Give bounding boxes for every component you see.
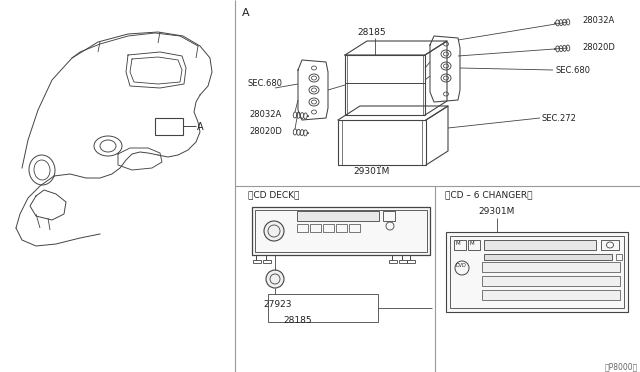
Ellipse shape [266,270,284,288]
Text: 28032A: 28032A [249,110,281,119]
Text: 28185: 28185 [283,316,312,325]
Bar [450,236,624,308]
Bar [482,276,620,286]
Bar [345,55,425,115]
Bar [252,207,430,255]
Bar [297,224,308,232]
Text: 28032A: 28032A [582,16,614,25]
Bar [383,211,395,221]
Bar [446,232,628,312]
Bar [323,224,334,232]
Bar [336,224,347,232]
Bar [399,260,407,263]
Text: SEC.272: SEC.272 [542,114,577,123]
Text: DVD: DVD [456,263,467,268]
Text: M: M [469,241,474,246]
Ellipse shape [264,221,284,241]
Text: 28020D: 28020D [582,43,615,52]
Bar [484,240,596,250]
Text: 29301M: 29301M [479,207,515,216]
Bar [407,260,415,263]
Text: 28185: 28185 [357,28,386,37]
Text: SEC.680: SEC.680 [248,80,283,89]
Text: A: A [197,122,204,132]
Bar [255,210,427,252]
Text: 27923: 27923 [263,300,291,309]
Bar [263,260,271,263]
Bar [484,254,612,260]
Bar [468,240,480,250]
Bar [616,254,622,260]
Bar [253,260,261,263]
Bar [482,262,620,272]
Text: A: A [242,8,250,18]
Bar [268,294,378,322]
Text: 28020D: 28020D [249,127,282,136]
Bar [454,240,466,250]
Text: 29301M: 29301M [353,167,389,176]
Text: 〈CD DECK〉: 〈CD DECK〉 [248,190,300,199]
Bar [310,224,321,232]
Bar [349,224,360,232]
Text: 〈CD – 6 CHANGER〉: 〈CD – 6 CHANGER〉 [445,190,532,199]
Text: SEC.680: SEC.680 [555,66,590,75]
Bar [338,120,426,165]
Bar [601,240,619,250]
Bar [389,260,397,263]
Text: 〈P8000〉: 〈P8000〉 [605,362,638,371]
Bar [297,211,379,221]
Text: M: M [455,241,460,246]
Bar [482,290,620,300]
Bar [155,118,183,135]
